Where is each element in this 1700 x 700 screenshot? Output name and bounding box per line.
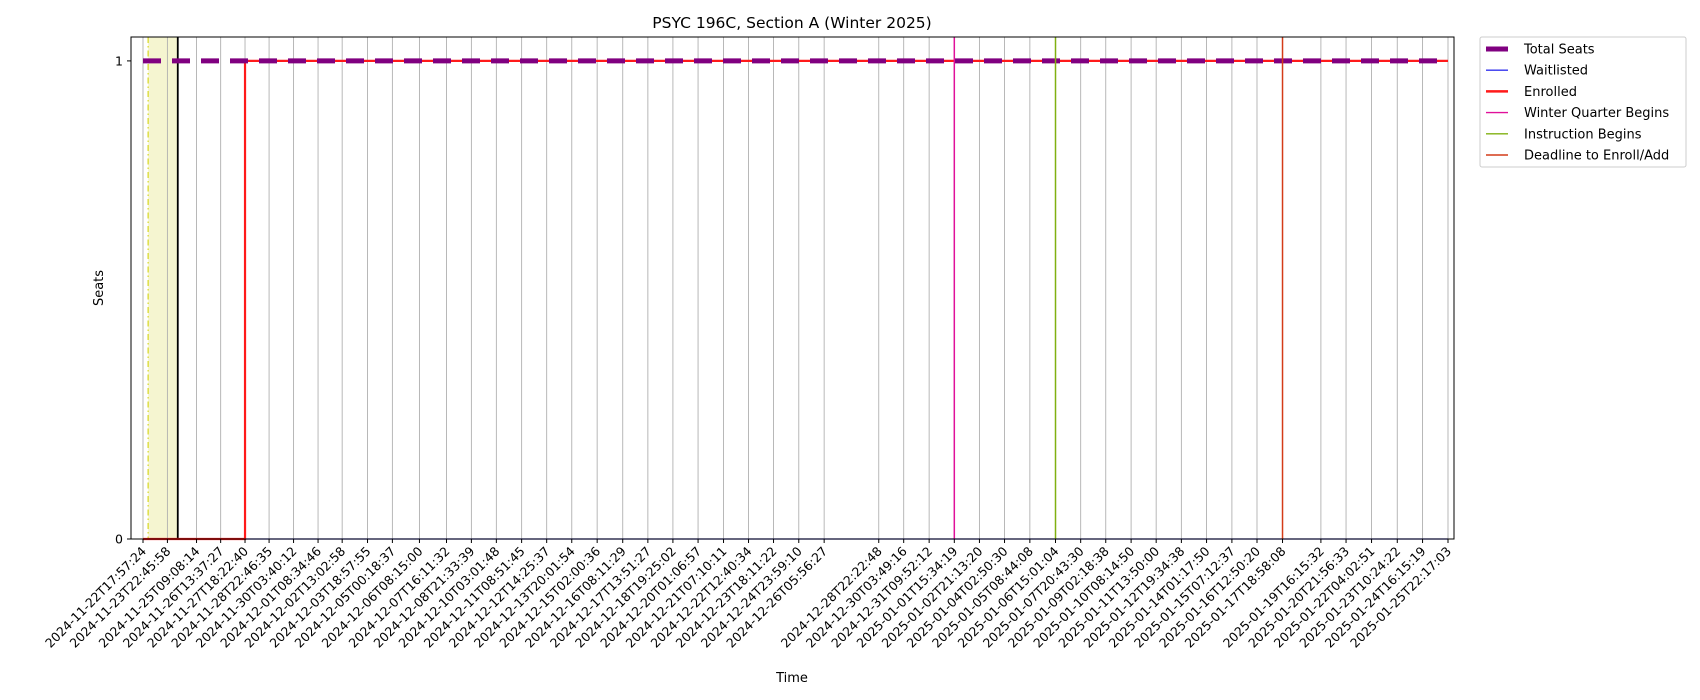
legend-label: Instruction Begins	[1524, 127, 1642, 142]
legend-label: Deadline to Enroll/Add	[1524, 149, 1669, 164]
y-tick-label: 1	[115, 53, 123, 68]
plot-frame	[130, 36, 1455, 540]
legend-label: Total Seats	[1523, 43, 1595, 58]
series-line-enrolled	[143, 59, 1448, 541]
legend-label: Waitlisted	[1524, 64, 1588, 79]
x-axis-label: Time	[775, 671, 808, 686]
legend-label: Winter Quarter Begins	[1524, 106, 1669, 121]
shaded-period	[148, 37, 178, 539]
legend-label: Enrolled	[1524, 85, 1577, 100]
chart-title: PSYC 196C, Section A (Winter 2025)	[652, 14, 931, 32]
y-axis-label: Seats	[92, 270, 107, 306]
legend-frame	[1479, 36, 1687, 168]
y-tick-label: 0	[115, 532, 123, 547]
legend: Total Seats Waitlisted Enrolled Winter Quar…	[1479, 36, 1687, 168]
